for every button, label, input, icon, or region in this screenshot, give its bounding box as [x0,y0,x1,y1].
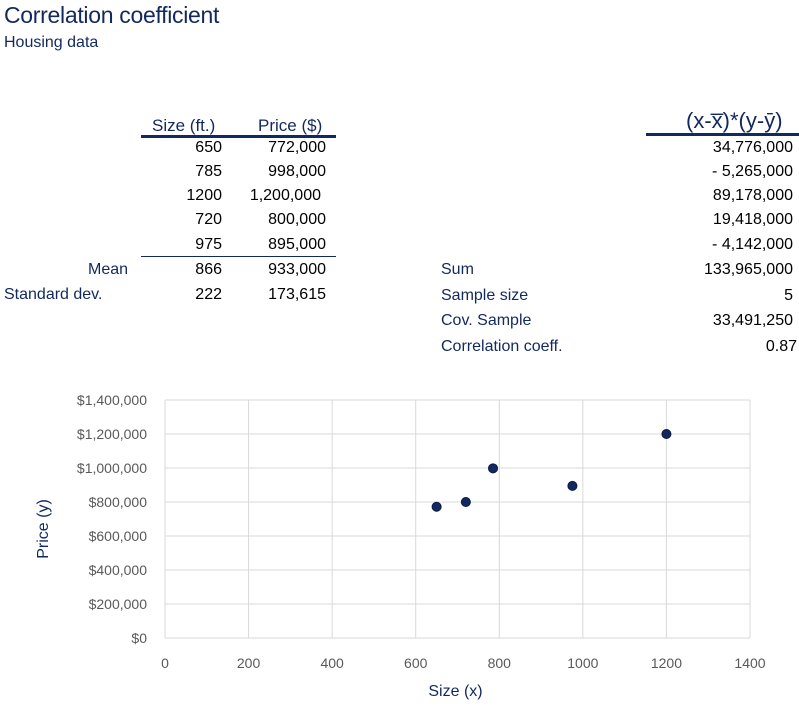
size-cell: 720 [195,211,222,228]
data-point [488,463,499,474]
x-tick-label: 1400 [734,655,765,671]
price-cell: 1,200,000 [249,187,321,204]
std-label: Standard dev. [4,286,103,303]
page-title: Correlation coefficient [4,2,220,28]
x-tick-label: 800 [488,655,512,671]
price-cell: 772,000 [268,139,326,156]
price-cell: 800,000 [268,211,326,228]
scatter-chart: $0 $200,000 $400,000 $600,000 $800,000 $1,000… [35,392,766,700]
x-tick-label: 1200 [651,655,682,671]
cov-sample-label: Cov. Sample [441,312,532,329]
price-column-header: Price ($) [258,116,323,135]
y-tick-label: $400,000 [89,562,148,578]
mean-label: Mean [88,261,129,278]
data-point [567,480,578,491]
y-tick-label: $1,200,000 [77,426,147,442]
mean-price: 933,000 [268,261,326,278]
size-cell: 650 [195,139,222,156]
std-price: 173,615 [268,286,326,303]
x-tick-label: 0 [161,655,169,671]
y-tick-label: $200,000 [89,596,148,612]
sample-size-value: 5 [784,287,793,304]
size-cell: 975 [195,236,222,253]
sample-size-label: Sample size [441,287,529,304]
product-cell: 34,776,000 [712,139,793,156]
y-tick-label: $0 [131,630,147,646]
product-cell: 89,178,000 [712,187,793,204]
price-cell: 895,000 [268,236,326,253]
products-column-header: (x-x̅)*(y-ȳ) [686,108,783,133]
product-cell: - 4,142,000 [712,236,793,253]
data-point [460,497,471,507]
y-tick-label: $1,400,000 [77,392,147,408]
correlation-label: Correlation coeff. [441,338,563,355]
data-point [431,501,442,512]
y-tick-label: $600,000 [89,528,148,544]
y-axis-label: Price (y) [35,499,52,559]
data-point [661,429,672,439]
header-underline [141,135,336,138]
x-tick-label: 600 [404,655,428,671]
x-tick-label: 1000 [567,655,598,671]
sum-value: 133,965,000 [704,261,793,278]
product-cell: 19,418,000 [712,211,793,228]
y-tick-label: $1,000,000 [77,460,147,476]
x-axis-label: Size (x) [428,683,482,700]
y-tick-label: $800,000 [89,494,148,510]
size-column-header: Size (ft.) [152,116,216,135]
mean-size: 866 [195,261,222,278]
price-cell: 998,000 [268,163,326,180]
x-tick-label: 200 [237,655,261,671]
std-size: 222 [195,286,222,303]
total-rule [141,256,336,257]
sum-label: Sum [441,261,474,278]
size-cell: 785 [195,163,222,180]
size-cell: 1200 [186,187,222,204]
products-header-underline [646,133,799,136]
cov-sample-value: 33,491,250 [712,312,793,329]
x-tick-label: 400 [320,655,344,671]
page-subtitle: Housing data [4,34,99,51]
correlation-value: 0.87 [765,338,797,355]
product-cell: - 5,265,000 [712,163,793,180]
